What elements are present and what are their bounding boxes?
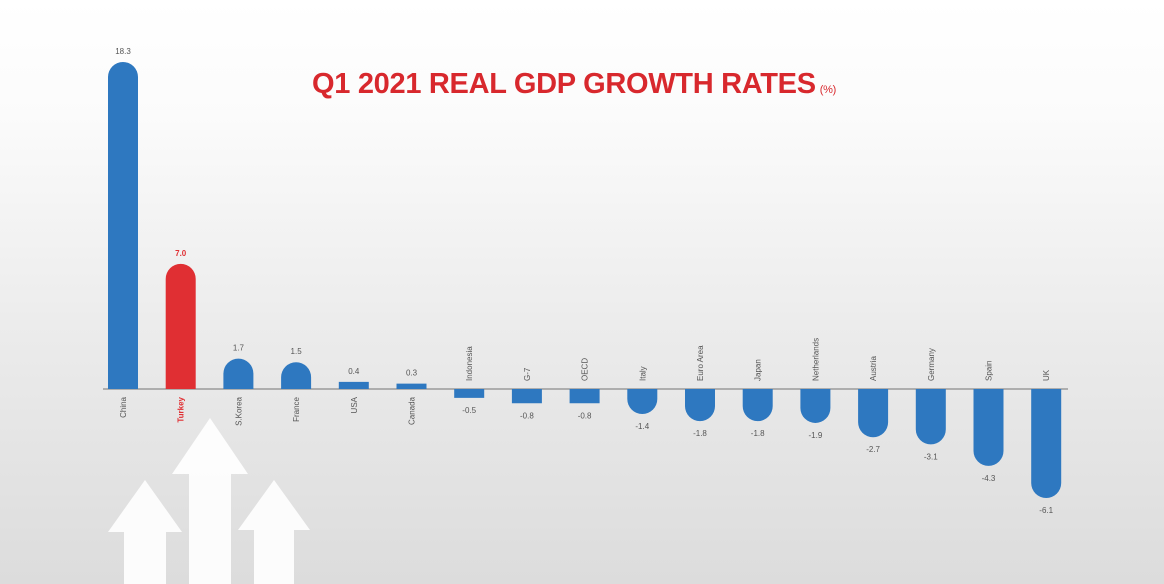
category-label: Germany: [927, 348, 936, 381]
bar-uk: [1031, 389, 1062, 498]
category-label: Japan: [754, 359, 763, 381]
up-arrow-icon: [238, 480, 310, 584]
bar-china: [108, 62, 138, 389]
value-label: 7.0: [175, 249, 187, 258]
up-arrows-decoration: [108, 418, 310, 584]
category-label: Austria: [869, 356, 878, 381]
bar-oecd: [569, 389, 600, 404]
category-label: Netherlands: [811, 338, 820, 381]
value-label: -1.8: [693, 429, 707, 438]
bar-usa: [338, 381, 369, 389]
value-label: -6.1: [1039, 506, 1053, 515]
bar-france: [281, 362, 312, 389]
bar-g-7: [511, 389, 542, 404]
value-label: -0.5: [462, 406, 476, 415]
category-label: Euro Area: [696, 345, 705, 381]
bar-euro-area: [685, 389, 715, 422]
value-label: 18.3: [115, 47, 131, 56]
value-label: -0.8: [520, 411, 534, 420]
bar-series: 18.3 China 7.0 Turkey 1.7 S.Korea 1.5 France 0.4…: [108, 47, 1062, 515]
bar-germany: [915, 389, 946, 445]
category-label: USA: [350, 396, 359, 413]
bar-japan: [742, 389, 773, 422]
value-label: -1.4: [635, 422, 649, 431]
category-label: Indonesia: [465, 346, 474, 381]
chart-title-unit: (%): [819, 84, 837, 96]
category-label: Canada: [408, 396, 417, 425]
value-label: -2.7: [866, 445, 880, 454]
chart-title: Q1 2021 REAL GDP GROWTH RATES (%): [312, 68, 836, 101]
category-label: UK: [1042, 369, 1051, 381]
bar-turkey: [165, 263, 196, 389]
category-label: S.Korea: [234, 396, 243, 425]
chart-title-text: Q1 2021 REAL GDP GROWTH RATES: [312, 68, 816, 100]
category-label: Turkey: [177, 396, 186, 422]
bar-italy: [627, 389, 658, 415]
value-label: -1.8: [751, 429, 765, 438]
value-label: -1.9: [809, 431, 823, 440]
value-label: 1.5: [291, 347, 303, 356]
value-label: 0.4: [348, 367, 360, 376]
value-label: 0.3: [406, 369, 418, 378]
bar-netherlands: [800, 389, 831, 423]
value-label: -0.8: [578, 411, 592, 420]
bar-s-korea: [223, 358, 254, 389]
category-label: China: [119, 396, 128, 417]
bar-indonesia: [454, 389, 485, 398]
up-arrow-icon: [172, 418, 248, 584]
bar-austria: [858, 389, 889, 438]
value-label: 1.7: [233, 344, 245, 353]
value-label: -4.3: [982, 474, 996, 483]
category-label: Spain: [985, 361, 994, 381]
bar-spain: [973, 389, 1004, 466]
bar-canada: [396, 383, 427, 389]
category-label: Italy: [638, 366, 647, 381]
category-label: OECD: [581, 358, 590, 381]
category-label: France: [292, 396, 301, 421]
value-label: -3.1: [924, 452, 938, 461]
up-arrow-icon: [108, 480, 182, 584]
category-label: G-7: [523, 367, 532, 381]
